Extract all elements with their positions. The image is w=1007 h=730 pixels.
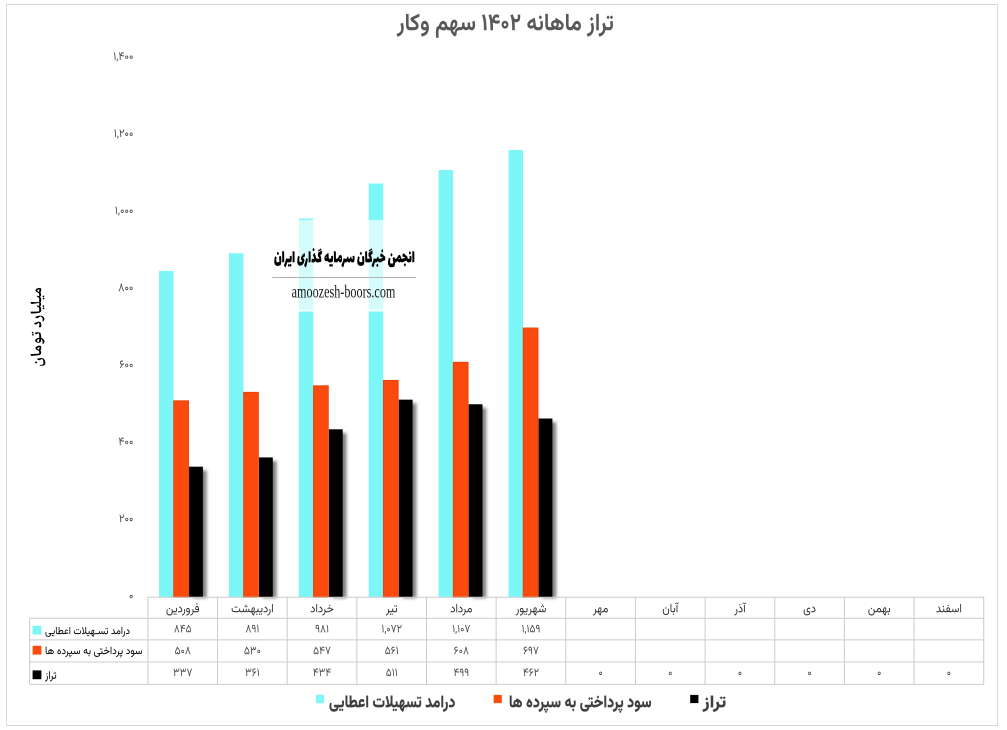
svg-text:amoozesh-boors.com: amoozesh-boors.com [292, 282, 396, 302]
